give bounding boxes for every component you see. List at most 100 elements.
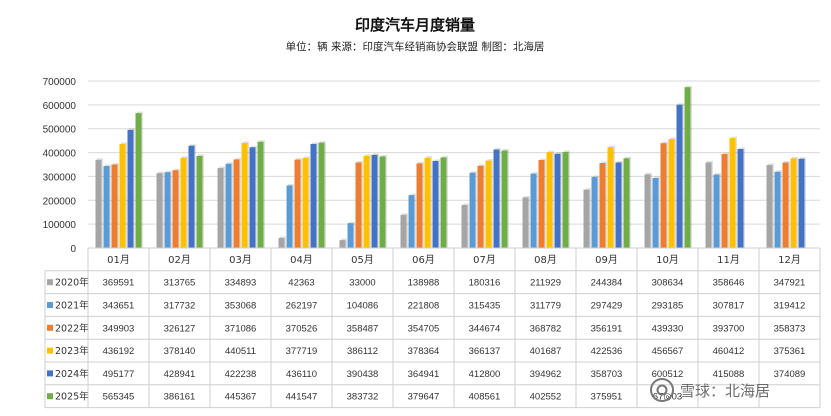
bar: [493, 149, 500, 248]
legend-swatch: [47, 324, 53, 331]
watermark: 雪球：北海居: [650, 378, 770, 402]
bar: [257, 141, 264, 248]
bar-2021年-12月: [774, 170, 782, 248]
bar: [660, 143, 667, 248]
data-label: 138988: [408, 278, 440, 289]
data-label: 211929: [530, 278, 561, 289]
data-label: 347921: [774, 278, 806, 289]
bar-2025年-05月: [379, 154, 387, 248]
bar-2025年-06月: [440, 155, 448, 248]
data-label: 375951: [591, 392, 623, 403]
bar-2020年-02月: [156, 171, 164, 248]
bar-2023年-01月: [119, 142, 127, 248]
legend-swatch: [47, 279, 53, 286]
bar: [652, 178, 659, 248]
bar-2022年-11月: [721, 152, 729, 248]
data-label: 378364: [408, 346, 440, 357]
bar: [408, 195, 415, 248]
bar-2022年-09月: [599, 161, 607, 248]
bar-2020年-11月: [705, 160, 713, 248]
data-label: 42363: [288, 278, 314, 289]
data-label: 436192: [103, 346, 135, 357]
bar-2025年-03月: [257, 140, 265, 248]
bar: [668, 139, 675, 248]
x-tick-label: 01月: [107, 254, 130, 266]
bar-2020年-08月: [522, 195, 530, 248]
bar-2024年-06月: [432, 159, 440, 248]
bar-2020年-07月: [461, 203, 469, 248]
bar: [440, 157, 447, 248]
bar-2021年-01月: [103, 164, 111, 248]
data-label: 383732: [347, 392, 379, 403]
data-label: 297429: [591, 301, 623, 312]
data-label: 364941: [408, 369, 440, 380]
x-tick-label: 10月: [656, 254, 679, 266]
x-tick-label: 09月: [595, 254, 618, 266]
bar: [522, 197, 529, 248]
data-label: 600512: [652, 369, 684, 380]
x-tick-label: 08月: [534, 254, 557, 266]
bar-2023年-12月: [790, 156, 798, 248]
bar: [469, 172, 476, 248]
data-label: 353068: [225, 301, 257, 312]
bar: [196, 155, 203, 248]
data-label: 415088: [713, 369, 745, 380]
y-tick-label: 600000: [43, 101, 77, 112]
bar-2024年-01月: [127, 128, 135, 248]
bar: [119, 143, 126, 248]
bar: [347, 223, 354, 248]
x-tick-label: 11月: [717, 254, 740, 266]
bar: [461, 204, 468, 248]
bar-2022年-03月: [233, 157, 241, 248]
bar: [233, 159, 240, 248]
bar-2023年-03月: [241, 141, 249, 248]
bar: [554, 153, 561, 248]
data-label: 377719: [286, 346, 318, 357]
data-label: 180316: [469, 278, 501, 289]
legend-swatch: [47, 393, 53, 400]
data-label: 356191: [591, 323, 623, 334]
bar-2024年-09月: [615, 160, 623, 248]
data-label: 394962: [530, 369, 562, 380]
bar-2025年-09月: [623, 156, 631, 248]
data-label: 326127: [164, 323, 196, 334]
bar-2020年-01月: [95, 158, 103, 248]
data-label: 402552: [530, 392, 562, 403]
snowball-logo-icon-inner: [656, 384, 668, 396]
bar-2023年-05月: [363, 154, 371, 248]
bar-2022年-07月: [477, 164, 485, 248]
legend-label: 2023年: [55, 345, 89, 357]
bar-2021年-06月: [408, 193, 416, 248]
bar: [363, 155, 370, 248]
bar: [286, 185, 293, 248]
data-label: 366137: [469, 346, 501, 357]
bar: [400, 214, 407, 248]
data-label: 244384: [591, 278, 623, 289]
data-label: 374089: [774, 369, 806, 380]
bar-2021年-09月: [591, 175, 599, 248]
bar: [782, 162, 789, 248]
data-label: 343651: [103, 301, 135, 312]
data-label: 262197: [286, 301, 318, 312]
bar-2025年-04月: [318, 141, 326, 248]
bar: [705, 162, 712, 248]
bar-2022年-02月: [172, 168, 180, 248]
data-label: 565345: [103, 392, 135, 403]
bar-2020年-03月: [217, 166, 225, 248]
bar: [416, 163, 423, 248]
x-tick-label: 05月: [351, 254, 374, 266]
bar-2024年-02月: [188, 144, 196, 248]
bar: [302, 157, 309, 248]
bar: [111, 164, 118, 248]
bar: [644, 174, 651, 248]
bar-2022年-06月: [416, 161, 424, 248]
bar: [278, 237, 285, 248]
data-label: 315435: [469, 301, 501, 312]
bar: [424, 157, 431, 248]
bar-2024年-08月: [554, 152, 562, 248]
bar-2023年-02月: [180, 156, 188, 248]
data-label: 319412: [774, 301, 806, 312]
bar-2023年-07月: [485, 159, 493, 248]
data-label: 422536: [591, 346, 623, 357]
